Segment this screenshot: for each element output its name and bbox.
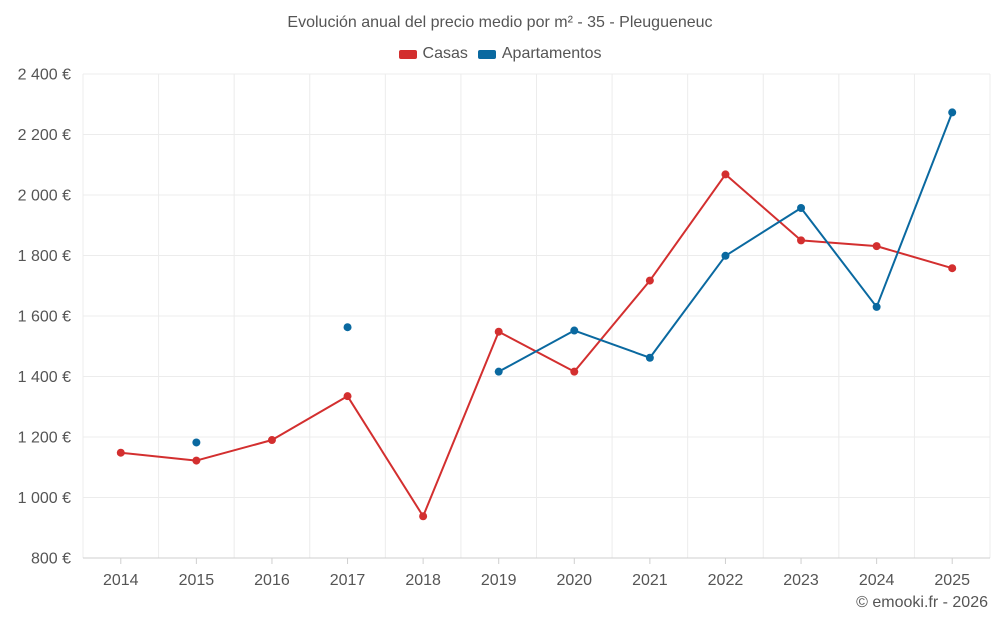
y-tick-label: 2 400 € [18, 67, 71, 84]
y-tick-label: 1 400 € [18, 369, 71, 386]
data-point-casas [570, 367, 579, 376]
y-tick-label: 800 € [31, 551, 71, 568]
legend: Casas Apartamentos [0, 45, 1000, 63]
legend-item-casas[interactable]: Casas [398, 45, 468, 63]
data-point-apartamentos [872, 302, 881, 311]
x-tick-label: 2016 [254, 572, 290, 589]
x-tick-label: 2024 [859, 572, 895, 589]
y-tick-label: 2 200 € [18, 127, 71, 144]
data-point-apartamentos [494, 367, 503, 376]
y-tick-label: 2 000 € [18, 188, 71, 205]
x-tick-label: 2025 [934, 572, 970, 589]
credit-text: © emooki.fr - 2026 [856, 594, 988, 611]
x-tick-label: 2023 [783, 572, 819, 589]
data-point-casas [116, 448, 125, 457]
data-point-casas [872, 242, 881, 251]
x-tick-label: 2018 [405, 572, 441, 589]
legend-swatch-casas [398, 49, 417, 59]
legend-swatch-apartamentos [477, 49, 496, 59]
data-point-apartamentos [797, 204, 806, 213]
data-point-casas [192, 456, 201, 465]
y-tick-label: 1 200 € [18, 430, 71, 447]
data-point-apartamentos [570, 326, 579, 335]
y-tick-label: 1 800 € [18, 248, 71, 265]
legend-item-apartamentos[interactable]: Apartamentos [477, 45, 602, 63]
x-tick-label: 2020 [556, 572, 592, 589]
data-point-casas [948, 264, 957, 273]
data-point-casas [343, 392, 352, 401]
chart-title: Evolución anual del precio medio por m² … [287, 14, 713, 31]
data-point-apartamentos [948, 108, 957, 117]
data-point-apartamentos [192, 438, 201, 447]
x-tick-label: 2019 [481, 572, 517, 589]
y-tick-label: 1 600 € [18, 309, 71, 326]
series-line-apartamentos [498, 112, 954, 373]
data-point-casas [419, 512, 428, 521]
data-point-casas [645, 276, 654, 285]
data-point-apartamentos [721, 251, 730, 260]
x-tick-label: 2021 [632, 572, 668, 589]
data-point-apartamentos [645, 353, 654, 362]
y-tick-label: 1 000 € [18, 490, 71, 507]
data-point-apartamentos [343, 323, 352, 332]
legend-label-casas: Casas [422, 45, 468, 62]
legend-label-apartamentos: Apartamentos [501, 45, 602, 62]
data-point-casas [797, 236, 806, 245]
data-point-casas [267, 436, 276, 445]
x-tick-label: 2015 [179, 572, 215, 589]
data-point-casas [494, 327, 503, 336]
x-tick-label: 2022 [708, 572, 744, 589]
data-point-casas [721, 170, 730, 179]
x-tick-label: 2017 [330, 572, 366, 589]
x-tick-label: 2014 [103, 572, 139, 589]
